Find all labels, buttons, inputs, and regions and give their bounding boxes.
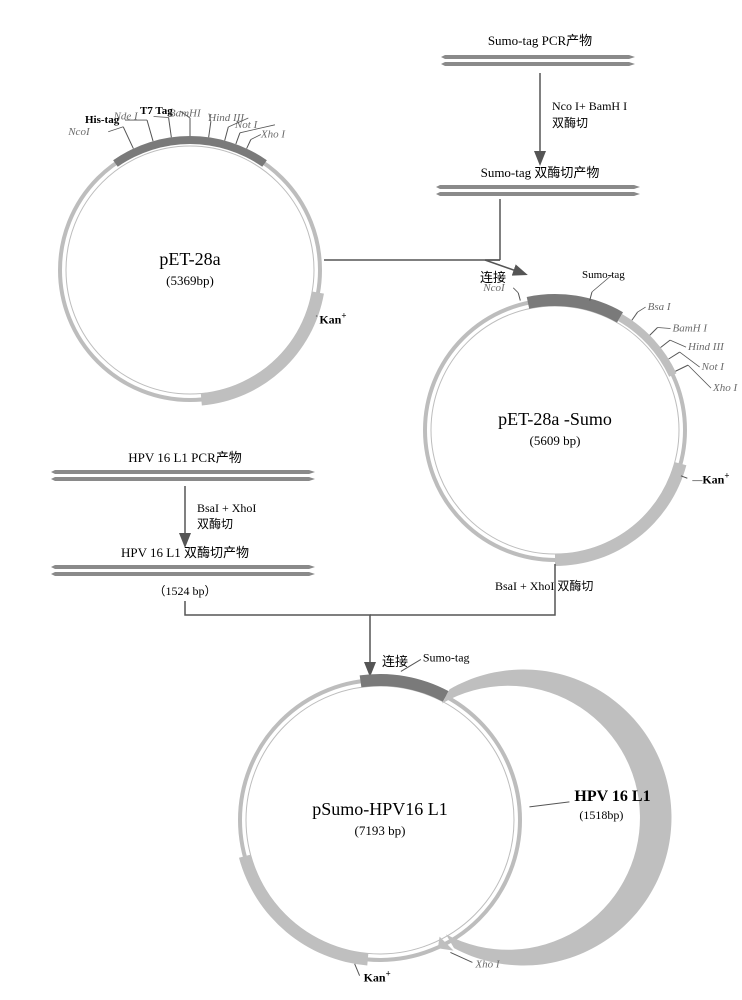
plasmid-size: (5609 bp) xyxy=(530,433,581,448)
svg-text:Xho I: Xho I xyxy=(260,128,286,140)
step-label: BsaI + XhoI xyxy=(197,501,256,515)
step-label: Nco I+ BamH I xyxy=(552,99,627,113)
svg-text:BamHI: BamHI xyxy=(169,107,202,119)
fragment-label: HPV 16 L1 PCR产物 xyxy=(128,450,242,465)
step-label: BsaI + XhoI 双酶切 xyxy=(495,578,593,593)
hpv-size: (1518bp) xyxy=(579,808,623,822)
fragment-label: Sumo-tag PCR产物 xyxy=(488,33,592,48)
ligate-step-1: 连接 xyxy=(324,199,525,285)
svg-text:双酶切: 双酶切 xyxy=(197,516,233,531)
kan-label: Kan+ xyxy=(319,310,346,326)
kan-label: Kan+ xyxy=(364,969,391,985)
svg-text:双酶切: 双酶切 xyxy=(552,115,588,130)
svg-text:His-tag: His-tag xyxy=(85,114,120,126)
plasmid-size: (7193 bp) xyxy=(355,823,406,838)
svg-text:Xho I: Xho I xyxy=(712,382,738,394)
hpv-label: HPV 16 L1 xyxy=(574,788,650,805)
ligate-step-2: BsaI + XhoI 双酶切连接 xyxy=(185,564,593,674)
plasmid-size: (5369bp) xyxy=(166,273,214,288)
plasmid-pSumo-HPV16L1: Sumo-tag HPV 16 L1 (1518bp) Xho I Kan+ pSumo-… xyxy=(239,650,672,984)
svg-text:BamH I: BamH I xyxy=(673,322,709,334)
svg-text:Hind III: Hind III xyxy=(207,112,245,124)
svg-text:T7 Tag: T7 Tag xyxy=(140,105,173,117)
plasmid-title: pET-28a -Sumo xyxy=(498,409,612,429)
plasmid-pET28a: Kan+Xho INot IHind IIIBamHIT7 TagNde IHi… xyxy=(60,105,346,405)
plasmid-pET28a-Sumo: —Kan+NcoISumo-tagBsa IBamH IHind IIINot … xyxy=(425,269,738,566)
sumo-tag-label: Sumo-tag xyxy=(423,650,470,664)
svg-text:Bsa I: Bsa I xyxy=(648,301,672,313)
fragment-size: （1524 bp） xyxy=(153,584,216,598)
fragment-label: Sumo-tag 双酶切产物 xyxy=(481,165,600,180)
fragment-hpv-pcr: HPV 16 L1 PCR产物 BsaI + XhoI双酶切 HPV 16 L1 双… xyxy=(51,450,315,598)
plasmid-title: pSumo-HPV16 L1 xyxy=(312,799,448,819)
fragment-label: HPV 16 L1 双酶切产物 xyxy=(121,545,249,560)
svg-text:NcoI: NcoI xyxy=(482,282,506,294)
kan-label: Kan+ xyxy=(702,470,729,486)
svg-text:Sumo-tag: Sumo-tag xyxy=(582,269,625,281)
step-label: 连接 xyxy=(382,654,408,669)
cloning-flow-diagram: Kan+Xho INot IHind IIIBamHIT7 TagNde IHi… xyxy=(0,0,742,1000)
plasmid-title: pET-28a xyxy=(159,249,220,269)
svg-text:Hind III: Hind III xyxy=(687,341,725,353)
svg-text:Not I: Not I xyxy=(701,361,726,373)
xhoi-label: Xho I xyxy=(474,958,500,970)
fragment-sumo-pcr: Sumo-tag PCR产物 Nco I+ BamH I 双酶切 Sumo-tag 双… xyxy=(436,33,640,196)
svg-text:NcoI: NcoI xyxy=(67,126,91,138)
